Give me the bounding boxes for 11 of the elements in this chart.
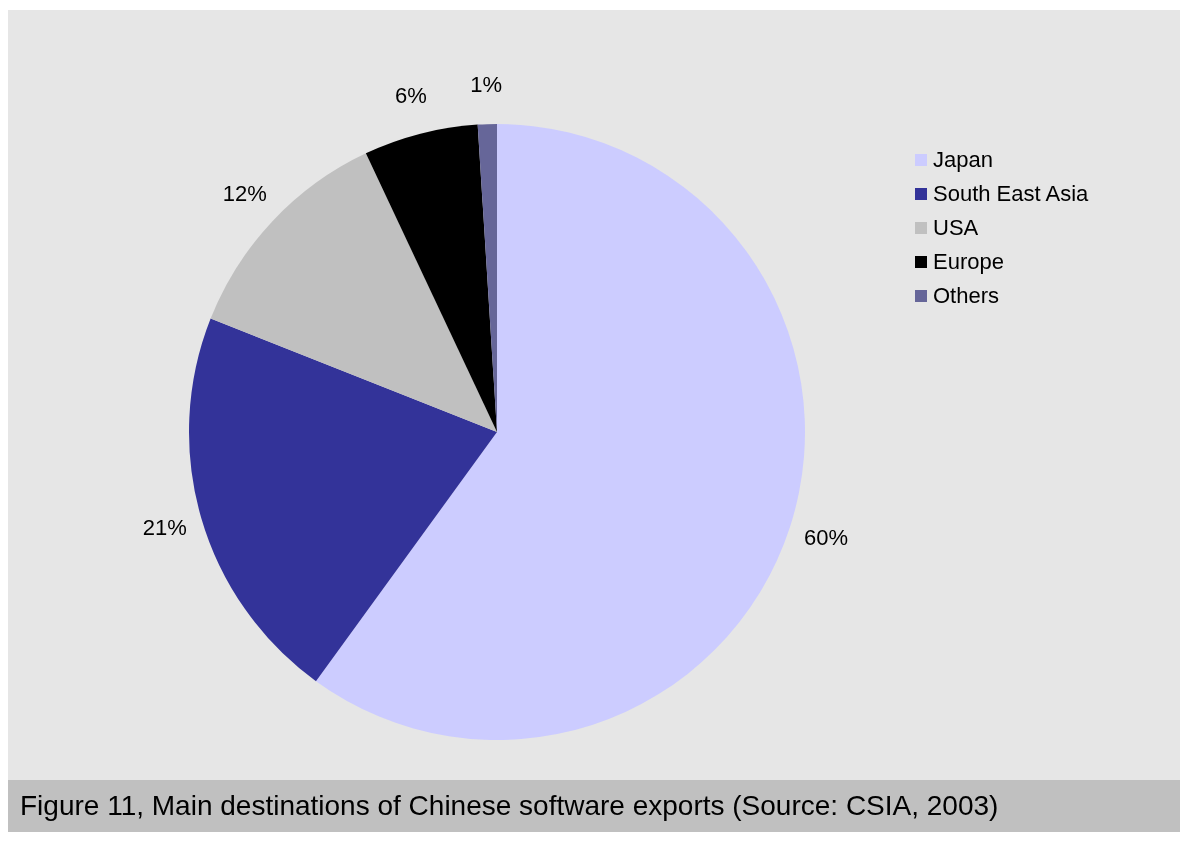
data-label: 21% (142, 514, 187, 540)
legend-label: Others (933, 283, 1000, 309)
legend-label: Europe (933, 249, 1004, 275)
data-label: 1% (470, 72, 503, 98)
legend-label: USA (933, 215, 979, 241)
legend-label: South East Asia (933, 181, 1089, 207)
caption: Figure 11, Main destinations of Chinese software exports (Source: CSIA, 2003) (20, 790, 999, 821)
data-label: 6% (395, 82, 427, 108)
legend-label: Japan (933, 147, 993, 173)
data-label: 60% (804, 524, 849, 550)
data-label: 12% (222, 181, 267, 207)
